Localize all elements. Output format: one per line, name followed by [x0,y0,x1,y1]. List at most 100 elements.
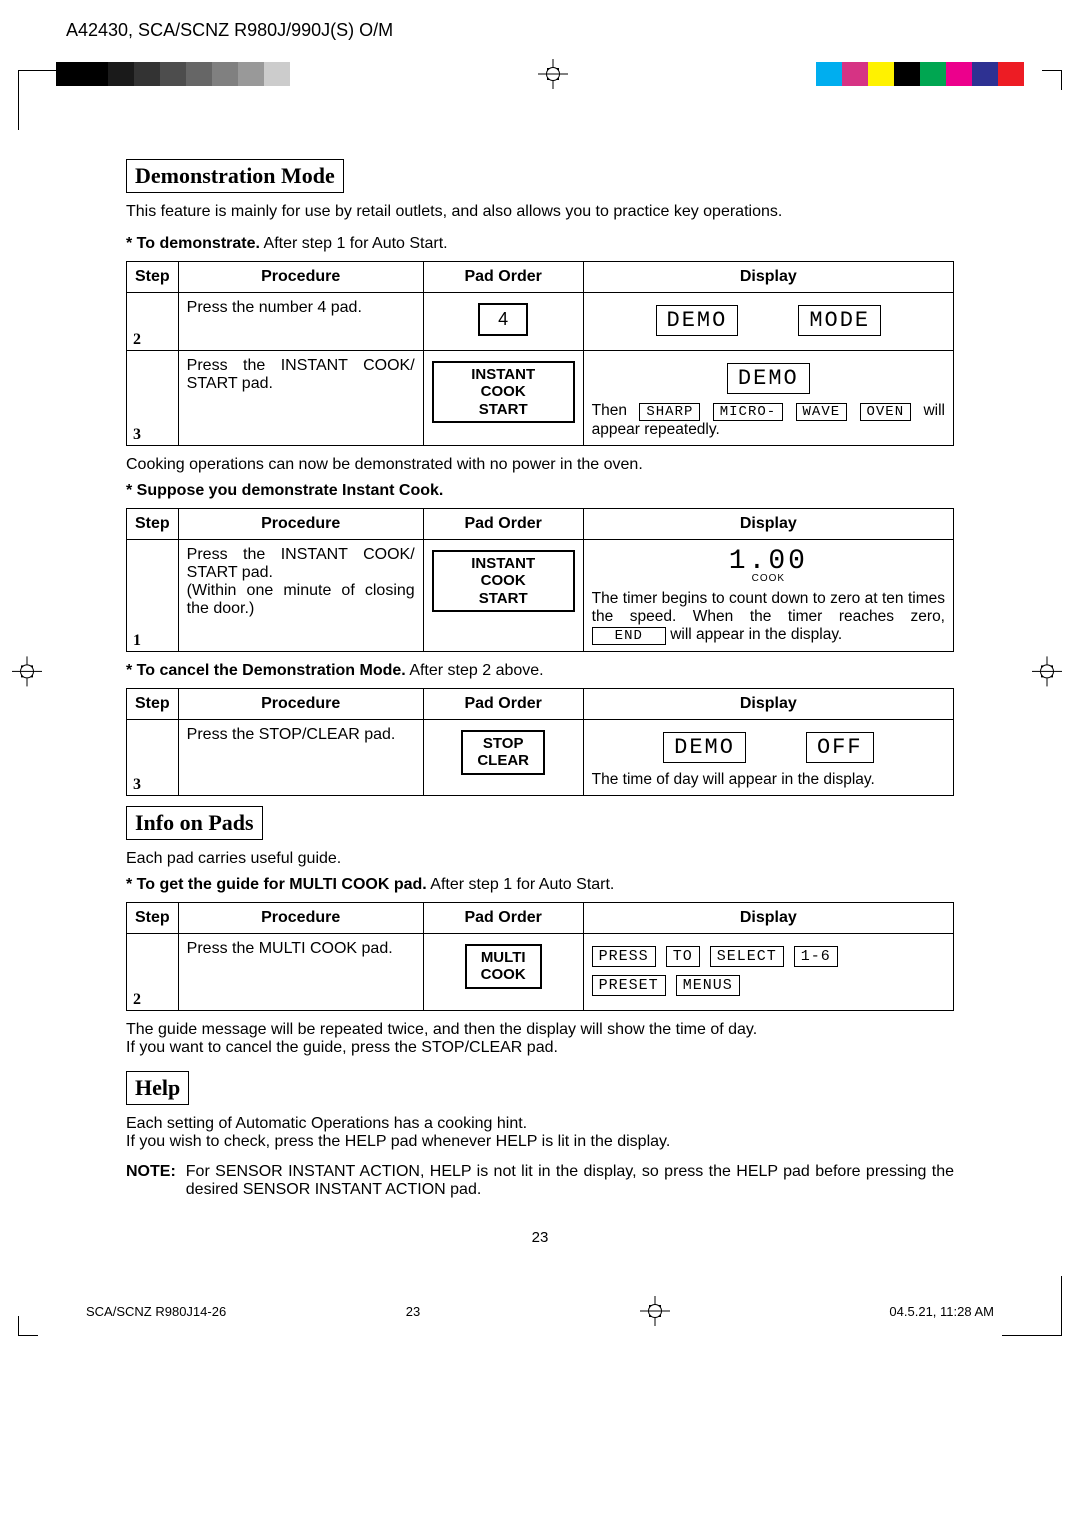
lcd-demo: DEMO [663,732,746,763]
display-cell: DEMO MODE [583,293,953,351]
pad-button-instant-cook-start: INSTANT COOK START [432,361,575,423]
footer-right: 04.5.21, 11:28 AM [889,1304,994,1319]
crop-mark-icon [1042,70,1062,90]
note-multi-cook-guide: * To get the guide for MULTI COOK pad. A… [126,876,954,894]
demo-after-text: Cooking operations can now be demonstrat… [126,456,954,474]
table-row: 3 Press the INSTANT COOK/ START pad. INS… [127,351,954,446]
pad-button-stop-clear: STOP CLEAR [461,730,545,775]
note-bold: * To demonstrate. [126,235,260,252]
th-procedure: Procedure [178,262,423,293]
table-row: 1 Press the INSTANT COOK/ START pad. (Wi… [127,540,954,652]
registration-mark-icon [640,1296,670,1326]
table-row: 3 Press the STOP/CLEAR pad. STOP CLEAR D… [127,720,954,796]
footer-mid: 23 [406,1304,420,1319]
procedure-cell: Press the number 4 pad. [178,293,423,351]
lcd-word: SELECT [710,946,784,967]
registration-mark-icon [12,656,48,692]
lcd-oven: OVEN [860,403,912,421]
display-cell: PRESS TO SELECT 1-6 PRESET MENUS [583,934,953,1011]
footer: SCA/SCNZ R980J14-26 23 04.5.21, 11:28 AM [56,1296,1024,1326]
step-number: 1 [127,540,179,652]
pad-button-instant-cook-start: INSTANT COOK START [432,550,575,612]
th-pad-order: Pad Order [423,262,583,293]
help-note: NOTE: For SENSOR INSTANT ACTION, HELP is… [126,1163,954,1199]
th-step: Step [127,903,179,934]
swatch [920,62,946,86]
pad-cell: 4 [423,293,583,351]
display-text: Then SHARP MICRO- WAVE OVEN will appear … [592,402,945,439]
th-display: Display [583,509,953,540]
swatch [82,62,108,86]
swatch [186,62,212,86]
registration-mark-icon [1032,656,1068,692]
table-row: 2 Press the number 4 pad. 4 DEMO MODE [127,293,954,351]
display-cell: DEMO OFF The time of day will appear in … [583,720,953,796]
step-number: 3 [127,720,179,796]
display-text: The timer begins to count down to zero a… [592,590,945,645]
demo-table-2: Step Procedure Pad Order Display 1 Press… [126,508,954,652]
display-cell: 1.00 COOK The timer begins to count down… [583,540,953,652]
pad-cell: STOP CLEAR [423,720,583,796]
step-number: 2 [127,934,179,1011]
th-step: Step [127,509,179,540]
swatch [238,62,264,86]
info-table: Step Procedure Pad Order Display 2 Press… [126,902,954,1011]
swatch [108,62,134,86]
lcd-sharp: SHARP [639,403,700,421]
th-step: Step [127,262,179,293]
color-swatches [816,62,1024,86]
pad-cell: INSTANT COOK START [423,540,583,652]
help-line2: If you wish to check, press the HELP pad… [126,1133,954,1151]
th-procedure: Procedure [178,689,423,720]
pad-cell: MULTI COOK [423,934,583,1011]
lcd-word: MENUS [676,975,740,996]
swatch [972,62,998,86]
th-procedure: Procedure [178,903,423,934]
step-number: 2 [127,293,179,351]
lcd-mode: MODE [798,305,881,336]
step-number: 3 [127,351,179,446]
procedure-cell: Press the INSTANT COOK/ START pad. (With… [178,540,423,652]
page-number: 23 [126,1229,954,1246]
swatch [998,62,1024,86]
swatch [212,62,238,86]
lcd-off: OFF [806,732,874,763]
display-text: The time of day will appear in the displ… [592,771,945,789]
section-title-info: Info on Pads [126,806,263,840]
th-display: Display [583,689,953,720]
info-after2: If you want to cancel the guide, press t… [126,1039,954,1057]
crop-mark-icon [18,1316,38,1336]
display-cell: DEMO Then SHARP MICRO- WAVE OVEN will ap… [583,351,953,446]
th-pad-order: Pad Order [423,689,583,720]
lcd-word: PRESET [592,975,666,996]
swatch [868,62,894,86]
footer-left: SCA/SCNZ R980J14-26 [86,1304,226,1319]
swatch [264,62,290,86]
lcd-demo: DEMO [727,363,810,394]
swatch [894,62,920,86]
demo-table-3: Step Procedure Pad Order Display 3 Press… [126,688,954,796]
demo-intro: This feature is mainly for use by retail… [126,203,954,221]
registration-row [56,59,1024,89]
procedure-cell: Press the INSTANT COOK/ START pad. [178,351,423,446]
pad-cell: INSTANT COOK START [423,351,583,446]
lcd-demo: DEMO [656,305,739,336]
th-pad-order: Pad Order [423,509,583,540]
lcd-wave: WAVE [796,403,848,421]
swatch [816,62,842,86]
th-display: Display [583,262,953,293]
note-rest: After step 1 for Auto Start. [264,235,448,252]
doc-header: A42430, SCA/SCNZ R980J/990J(S) O/M [56,20,1024,41]
lcd-cook-label: COOK [592,573,945,584]
th-step: Step [127,689,179,720]
lcd-word: TO [666,946,700,967]
pad-button-4: 4 [478,303,528,336]
section-title-demo: Demonstration Mode [126,159,344,193]
crop-mark-icon [1002,1276,1062,1336]
lcd-micro: MICRO- [713,403,783,421]
page-root: A42430, SCA/SCNZ R980J/990J(S) O/M Demon… [0,0,1080,1356]
registration-mark-icon [538,59,568,89]
th-pad-order: Pad Order [423,903,583,934]
procedure-cell: Press the MULTI COOK pad. [178,934,423,1011]
crop-mark-icon [18,70,78,130]
